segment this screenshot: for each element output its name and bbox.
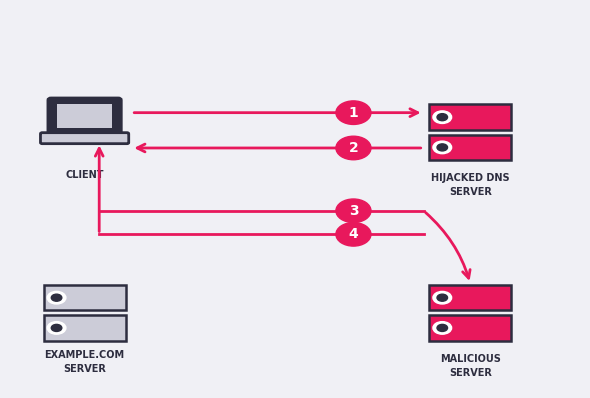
Circle shape (47, 322, 66, 334)
FancyBboxPatch shape (44, 285, 126, 310)
Circle shape (433, 141, 451, 154)
FancyBboxPatch shape (48, 98, 121, 134)
Circle shape (47, 291, 66, 304)
Text: HIJACKED DNS
SERVER: HIJACKED DNS SERVER (431, 174, 510, 197)
Circle shape (437, 114, 448, 121)
Circle shape (51, 294, 62, 301)
Text: EXAMPLE.COM
SERVER: EXAMPLE.COM SERVER (44, 350, 124, 374)
Circle shape (336, 199, 371, 222)
FancyBboxPatch shape (57, 104, 112, 129)
FancyBboxPatch shape (430, 135, 512, 160)
FancyBboxPatch shape (430, 104, 512, 130)
Circle shape (437, 294, 448, 301)
Circle shape (433, 322, 451, 334)
Circle shape (433, 291, 451, 304)
Text: 4: 4 (349, 227, 358, 241)
Circle shape (433, 111, 451, 123)
Circle shape (437, 144, 448, 151)
FancyBboxPatch shape (41, 133, 129, 144)
Text: 1: 1 (349, 105, 358, 120)
Circle shape (336, 101, 371, 125)
Circle shape (336, 136, 371, 160)
FancyBboxPatch shape (430, 285, 512, 310)
Text: 3: 3 (349, 204, 358, 218)
Circle shape (437, 324, 448, 332)
Text: 2: 2 (349, 141, 358, 155)
Text: CLIENT: CLIENT (65, 170, 104, 179)
Circle shape (51, 324, 62, 332)
Text: MALICIOUS
SERVER: MALICIOUS SERVER (440, 354, 501, 378)
FancyBboxPatch shape (44, 315, 126, 341)
FancyBboxPatch shape (430, 315, 512, 341)
Circle shape (336, 222, 371, 246)
